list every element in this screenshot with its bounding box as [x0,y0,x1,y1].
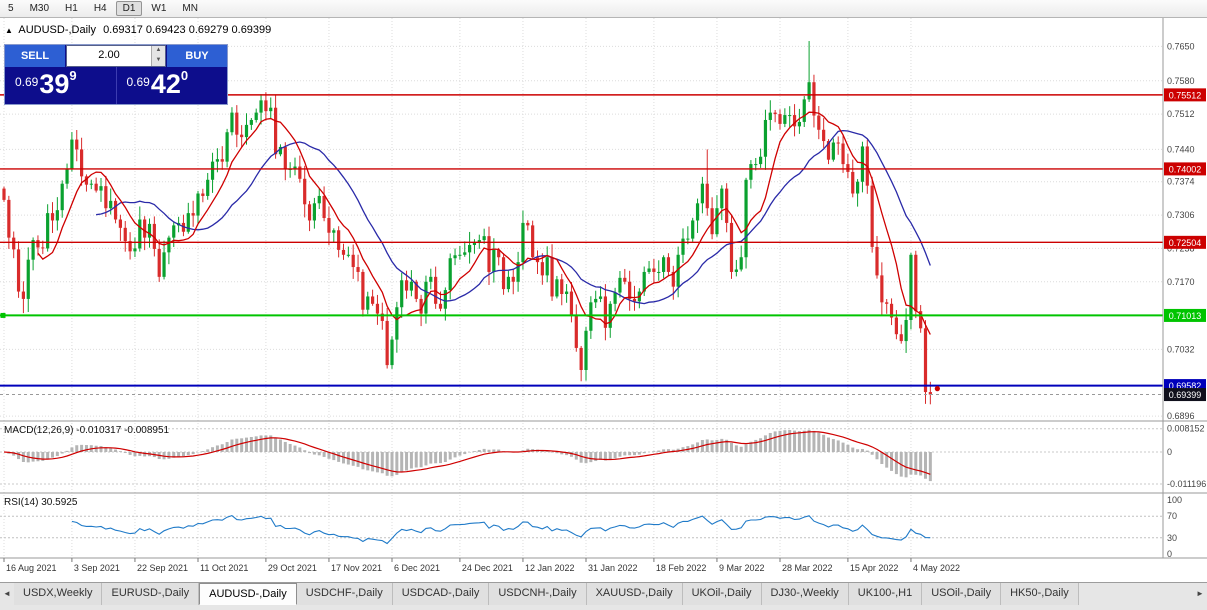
timeframe-h4[interactable]: H4 [93,3,107,14]
timeframe-d1[interactable]: D1 [115,1,143,16]
buy-button[interactable]: BUY [166,45,227,67]
sell-price-display[interactable]: 0.69399 [5,67,117,104]
svg-text:70: 70 [1167,511,1177,521]
timeframe-m30[interactable]: M30 [29,3,50,14]
timeframe-w1[interactable]: W1 [151,3,167,14]
tab-dj30-weekly[interactable]: DJ30-,Weekly [761,583,849,605]
timeframe-h1[interactable]: H1 [65,3,78,14]
chart-tabbar: ◄ USDX,Weekly EURUSD-,Daily AUDUSD-,Daily U… [0,582,1207,610]
tab-hk50-daily[interactable]: HK50-,Daily [1001,583,1079,605]
svg-text:0: 0 [1167,549,1172,559]
timeframe-toolbar: 5 M30 H1 H4 D1 W1 MN [0,0,1207,18]
tab-eurusd-daily[interactable]: EURUSD-,Daily [102,583,200,605]
svg-text:0.75512: 0.75512 [1169,90,1202,100]
svg-text:-0.011196: -0.011196 [1167,479,1206,489]
tab-usdcad-daily[interactable]: USDCAD-,Daily [392,583,490,605]
svg-text:0.7306: 0.7306 [1167,210,1195,220]
svg-text:0.7032: 0.7032 [1167,344,1195,354]
tab-usoil-daily[interactable]: USOil-,Daily [922,583,1002,605]
svg-text:0.69399: 0.69399 [1169,390,1202,400]
svg-text:0.69582: 0.69582 [1169,381,1202,391]
tab-usdcnh-daily[interactable]: USDCNH-,Daily [489,583,587,605]
svg-text:30: 30 [1167,533,1177,543]
svg-text:100: 100 [1167,495,1182,505]
tab-ukoil-daily[interactable]: UKOil-,Daily [682,583,762,605]
svg-text:0.7580: 0.7580 [1167,76,1195,86]
one-click-trading-panel: SELL 2.00 ▲ ▼ BUY 0.69399 0.69420 [4,44,228,105]
chart-tabs: USDX,Weekly EURUSD-,Daily AUDUSD-,Daily USD… [14,583,1193,605]
svg-text:0.7440: 0.7440 [1167,144,1195,154]
volume-value[interactable]: 2.00 [98,49,120,61]
svg-text:16 Aug 2021: 16 Aug 2021 [6,563,57,573]
svg-text:6 Dec 2021: 6 Dec 2021 [394,563,440,573]
svg-text:18 Feb 2022: 18 Feb 2022 [656,563,707,573]
tab-usdchf-daily[interactable]: USDCHF-,Daily [296,583,393,605]
svg-text:4 May 2022: 4 May 2022 [913,563,960,573]
chart-area[interactable]: 0.7650 0.7580 0.7512 0.7440 0.7374 0.7306 0.72… [0,18,1207,582]
tab-scroll-left-icon[interactable]: ◄ [3,589,11,598]
svg-text:0.7650: 0.7650 [1167,41,1195,51]
svg-text:0.7170: 0.7170 [1167,277,1195,287]
buy-price-display[interactable]: 0.69420 [126,68,189,99]
svg-text:0.6896: 0.6896 [1167,411,1195,421]
timeframe-mn[interactable]: MN [182,3,198,14]
svg-text:0.74002: 0.74002 [1169,164,1202,174]
timeframe-5[interactable]: 5 [8,3,14,14]
svg-text:0: 0 [1167,447,1172,457]
svg-text:31 Jan 2022: 31 Jan 2022 [588,563,638,573]
svg-text:0.72504: 0.72504 [1169,238,1202,248]
svg-text:12 Jan 2022: 12 Jan 2022 [525,563,575,573]
volume-stepper[interactable]: 2.00 ▲ ▼ [66,45,166,67]
svg-text:0.7374: 0.7374 [1167,177,1195,187]
tab-xauusd-daily[interactable]: XAUUSD-,Daily [586,583,683,605]
svg-text:28 Mar 2022: 28 Mar 2022 [782,563,833,573]
svg-text:11 Oct 2021: 11 Oct 2021 [200,563,248,573]
svg-text:0.71013: 0.71013 [1169,311,1202,321]
svg-text:9 Mar 2022: 9 Mar 2022 [719,563,765,573]
volume-down-icon[interactable]: ▼ [155,57,162,63]
svg-text:0.008152: 0.008152 [1167,424,1205,434]
volume-spin-buttons[interactable]: ▲ ▼ [151,46,165,66]
svg-text:15 Apr 2022: 15 Apr 2022 [850,563,899,573]
volume-up-icon[interactable]: ▲ [155,47,162,53]
svg-text:22 Sep 2021: 22 Sep 2021 [137,563,188,573]
svg-text:17 Nov 2021: 17 Nov 2021 [331,563,382,573]
tab-uk100-h1[interactable]: UK100-,H1 [848,583,923,605]
tab-usdx-weekly[interactable]: USDX,Weekly [14,583,103,605]
sell-button[interactable]: SELL [5,45,66,67]
svg-text:24 Dec 2021: 24 Dec 2021 [462,563,513,573]
svg-text:3 Sep 2021: 3 Sep 2021 [74,563,120,573]
svg-text:29 Oct 2021: 29 Oct 2021 [268,563,317,573]
tab-scroll-right-icon[interactable]: ► [1196,589,1204,598]
svg-text:0.7512: 0.7512 [1167,109,1195,119]
tab-audusd-daily[interactable]: AUDUSD-,Daily [199,583,297,605]
